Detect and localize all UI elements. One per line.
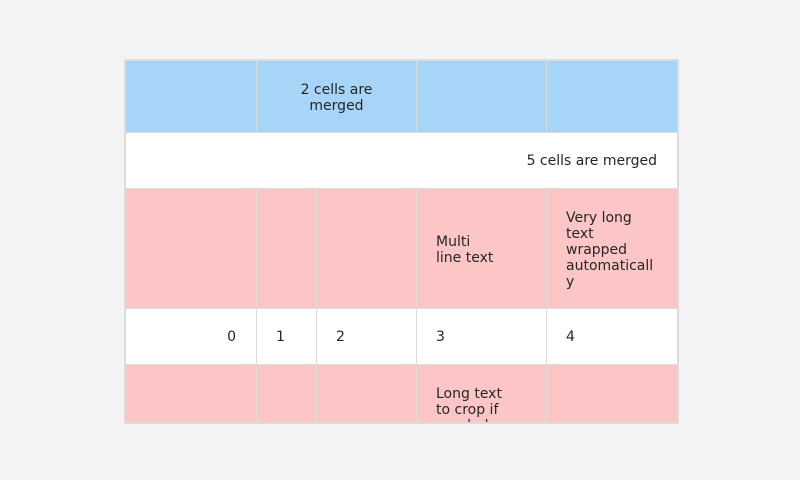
grid-table: 2 cells are merged 5 cells are merged Mu… xyxy=(124,59,679,424)
multiline-text: Multi line text xyxy=(436,234,494,266)
header-cell-0[interactable] xyxy=(126,61,257,133)
wrapped-text: Very long text wrapped automaticall y xyxy=(566,210,654,290)
number-cell-4-text: 4 xyxy=(566,329,575,345)
wrapped-text-cell[interactable]: Very long text wrapped automaticall y xyxy=(547,189,677,309)
text-row-cell-0[interactable] xyxy=(126,189,257,309)
crop-row-cell-1[interactable] xyxy=(257,365,317,422)
text-row-cell-2[interactable] xyxy=(317,189,417,309)
cropped-text-cell[interactable]: Long text to crop if needed xyxy=(417,365,547,422)
crop-row-cell-2[interactable] xyxy=(317,365,417,422)
number-cell-2-text: 2 xyxy=(336,329,345,345)
number-cell-0[interactable]: 0 xyxy=(126,309,257,365)
number-cell-3-text: 3 xyxy=(436,329,445,345)
crop-row-cell-0[interactable] xyxy=(126,365,257,422)
number-cell-3[interactable]: 3 xyxy=(417,309,547,365)
number-cell-1[interactable]: 1 xyxy=(257,309,317,365)
text-row-cell-1[interactable] xyxy=(257,189,317,309)
multiline-text-cell[interactable]: Multi line text xyxy=(417,189,547,309)
header-cell-4[interactable] xyxy=(547,61,677,133)
merged-row-text: 5 cells are merged xyxy=(526,153,657,169)
header-cell-3[interactable] xyxy=(417,61,547,133)
number-cell-4[interactable]: 4 xyxy=(547,309,677,365)
cropped-text: Long text to crop if needed xyxy=(436,386,502,422)
number-cell-2[interactable]: 2 xyxy=(317,309,417,365)
merged-row-cell[interactable]: 5 cells are merged xyxy=(126,133,677,189)
number-cell-0-text: 0 xyxy=(227,329,236,345)
header-merged-text: 2 cells are merged xyxy=(300,82,373,114)
crop-row-cell-4[interactable] xyxy=(547,365,677,422)
header-merged-cell[interactable]: 2 cells are merged xyxy=(257,61,417,133)
number-cell-1-text: 1 xyxy=(276,329,285,345)
